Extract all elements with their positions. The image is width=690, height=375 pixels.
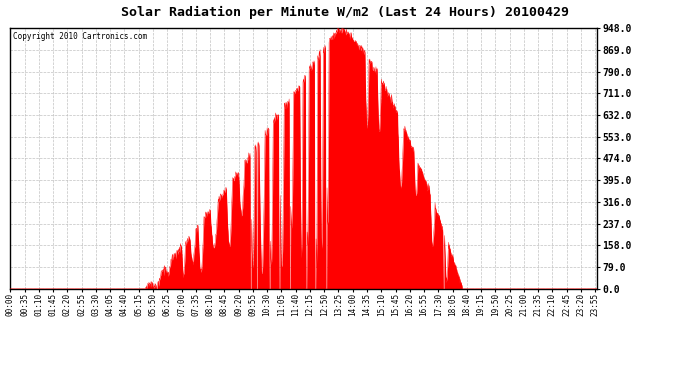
Text: Solar Radiation per Minute W/m2 (Last 24 Hours) 20100429: Solar Radiation per Minute W/m2 (Last 24… (121, 6, 569, 19)
Text: Copyright 2010 Cartronics.com: Copyright 2010 Cartronics.com (13, 32, 148, 41)
